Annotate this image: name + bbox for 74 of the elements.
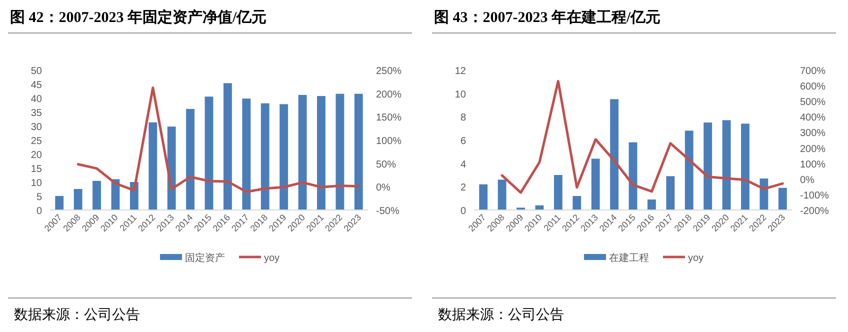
y2-tick-label: -200%	[800, 206, 830, 217]
y2-tick-label: 50%	[376, 159, 396, 170]
y2-tick-label: -100%	[800, 190, 830, 202]
y2-tick-label: 400%	[800, 112, 826, 124]
bar	[242, 98, 251, 210]
y2-tick-label: 200%	[376, 89, 402, 100]
y-tick-label: 6	[460, 136, 466, 147]
y-tick-label: 40	[30, 94, 42, 105]
y-tick-label: 45	[30, 80, 42, 91]
bar	[572, 196, 582, 210]
y-tick-label: 50	[30, 66, 42, 77]
bar	[55, 196, 64, 210]
y-tick-label: 10	[30, 178, 42, 189]
legend-label: yoy	[688, 253, 704, 264]
bar	[498, 180, 506, 210]
y2-tick-label: 600%	[800, 82, 826, 93]
y2-tick-label: 200%	[800, 144, 826, 155]
y-tick-label: 10	[454, 89, 466, 100]
bar	[148, 122, 158, 210]
y-tick-label: 30	[30, 122, 42, 133]
bar	[704, 122, 712, 210]
bar	[317, 96, 326, 210]
y-tick-label: 0	[36, 206, 42, 217]
y2-tick-label: -50%	[376, 206, 400, 217]
y-tick-label: 8	[460, 112, 466, 124]
y-tick-label: 2	[460, 182, 466, 194]
chart-title: 图 42：2007-2023 年固定资产净值/亿元	[10, 8, 267, 26]
legend-label: 固定资产	[185, 252, 225, 264]
y2-tick-label: 100%	[800, 159, 826, 170]
y-tick-label: 20	[30, 150, 42, 161]
bar	[479, 184, 488, 210]
bar	[92, 180, 101, 210]
legend-label: 在建工程	[609, 252, 649, 264]
bar	[610, 99, 619, 210]
y2-tick-label: 150%	[376, 112, 402, 124]
bar	[223, 83, 232, 210]
chart-title: 图 43：2007-2023 年在建工程/亿元	[434, 9, 661, 26]
bar	[666, 176, 675, 210]
line-series	[500, 80, 784, 194]
y2-tick-label: 700%	[800, 66, 826, 77]
bar	[280, 104, 288, 210]
line-series	[76, 86, 360, 194]
bar	[684, 130, 694, 210]
y-tick-label: 0	[460, 206, 466, 217]
y-tick-label: 35	[30, 108, 42, 119]
bar	[554, 175, 562, 210]
bar	[591, 158, 600, 210]
bar	[186, 108, 195, 210]
y-tick-label: 5	[36, 192, 42, 203]
y-tick-label: 4	[460, 159, 466, 170]
bar	[354, 94, 363, 210]
y-tick-label: 25	[30, 136, 42, 147]
bar	[74, 189, 82, 210]
y-tick-label: 15	[30, 164, 42, 175]
source-note: 数据来源：公司公告	[438, 307, 564, 323]
y2-tick-label: 100%	[376, 136, 402, 147]
y2-tick-label: 250%	[376, 66, 402, 77]
y2-tick-label: 0%	[800, 174, 815, 186]
bar	[741, 124, 750, 210]
source-note: 数据来源：公司公告	[14, 307, 140, 323]
bar	[260, 103, 270, 210]
bar	[760, 178, 768, 210]
bar	[204, 96, 214, 210]
y2-tick-label: 300%	[800, 128, 826, 140]
bar	[336, 94, 344, 210]
bar	[647, 200, 656, 210]
y-tick-label: 12	[454, 66, 466, 77]
bar	[298, 94, 307, 210]
legend-label: yoy	[264, 253, 280, 264]
y2-tick-label: 0%	[376, 182, 391, 194]
y2-tick-label: 500%	[800, 97, 826, 108]
bar	[722, 120, 731, 210]
bar	[167, 126, 176, 210]
bar	[778, 188, 787, 210]
